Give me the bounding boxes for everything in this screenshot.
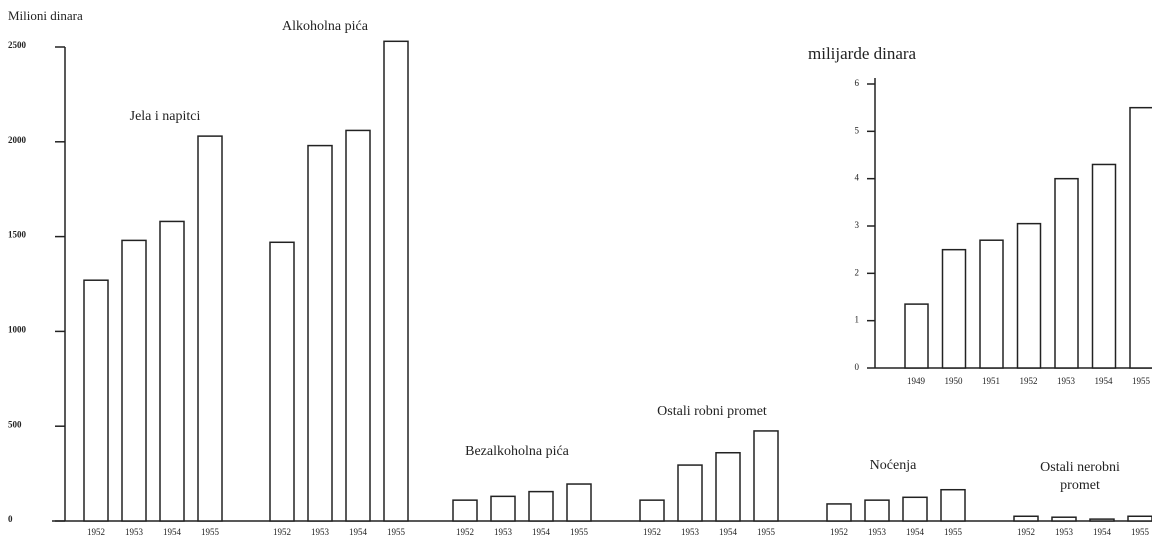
bar [864,499,890,522]
x-tick-label: 1952 [1020,376,1038,386]
group-title: Alkoholna pića [282,19,368,34]
bar [1129,106,1152,369]
bar [940,488,966,522]
x-tick-label: 1955 [570,527,589,537]
x-tick-label: 1955 [1131,527,1150,537]
bar [197,135,223,522]
y-tick-label: 500 [8,419,22,429]
x-tick-label: 1952 [1017,527,1035,537]
x-tick-label: 1953 [125,527,144,537]
y-tick-label: 6 [855,78,860,88]
y-tick-label: 5 [855,125,860,135]
bar [753,430,779,522]
y-tick-label: 2000 [8,135,27,145]
x-tick-label: 1954 [349,527,368,537]
y-tick-label: 1500 [8,230,27,240]
x-tick-label: 1955 [201,527,220,537]
x-tick-label: 1953 [494,527,513,537]
bar [1054,177,1079,369]
group-title: Ostali nerobni promet [1040,460,1120,493]
bar [979,239,1004,369]
bar [452,499,478,522]
bar [941,248,967,369]
bar [1089,518,1115,522]
bar [826,503,852,522]
y-axis-label: Milioni dinara [8,8,83,23]
x-tick-label: 1950 [945,376,964,386]
y-tick-label: 0 [8,514,13,524]
group-title: Jela i napitci [129,109,201,124]
bar [1013,515,1039,522]
x-tick-label: 1955 [1132,376,1151,386]
y-tick-label: 1000 [8,324,27,334]
bar [307,144,333,522]
x-tick-label: 1955 [757,527,776,537]
x-tick-label: 1953 [681,527,700,537]
x-tick-label: 1949 [907,376,926,386]
x-tick-label: 1953 [1055,527,1074,537]
bar [383,40,409,522]
y-tick-label: 4 [855,173,860,183]
bar [715,451,741,522]
x-tick-label: 1952 [643,527,661,537]
x-tick-label: 1953 [1057,376,1076,386]
bar [269,241,295,522]
x-tick-label: 1953 [868,527,887,537]
bar [83,279,109,522]
bar [528,490,554,522]
x-tick-label: 1952 [273,527,291,537]
y-tick-label: 0 [855,362,860,372]
bar [159,220,185,522]
x-tick-label: 1952 [830,527,848,537]
bar [1127,515,1152,522]
x-tick-label: 1954 [532,527,551,537]
x-tick-label: 1954 [1095,376,1114,386]
bar [345,129,371,522]
group-title: Bezalkoholna pića [465,444,569,459]
inset-title: milijarde dinara [808,44,917,63]
x-tick-label: 1951 [982,376,1000,386]
y-tick-label: 2500 [8,40,27,50]
bar [490,495,516,522]
y-tick-label: 2 [855,267,860,277]
bar [1016,222,1042,369]
bar [902,496,928,522]
x-tick-label: 1954 [163,527,182,537]
x-tick-label: 1952 [456,527,474,537]
x-tick-label: 1955 [944,527,963,537]
bar [639,499,665,522]
bar [904,303,929,369]
bar [121,239,147,522]
bar [677,464,703,522]
x-tick-label: 1953 [311,527,330,537]
bar [1051,516,1077,522]
y-tick-label: 3 [855,220,860,230]
group-title: Ostali robni promet [657,404,767,419]
x-tick-label: 1955 [387,527,406,537]
group-title: Noćenja [869,458,917,473]
x-tick-label: 1954 [1093,527,1112,537]
bar [1091,163,1117,369]
x-tick-label: 1952 [87,527,105,537]
x-tick-label: 1954 [719,527,738,537]
y-tick-label: 1 [855,315,860,325]
x-tick-label: 1954 [906,527,925,537]
bar [566,483,592,522]
